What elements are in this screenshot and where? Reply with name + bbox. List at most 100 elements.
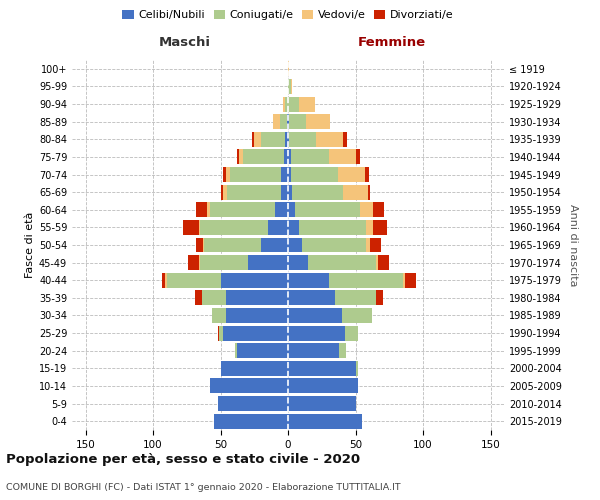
Bar [288, 343, 340, 358]
Bar [204, 238, 261, 252]
Bar [284, 150, 288, 164]
Bar [289, 114, 305, 129]
Bar [286, 96, 288, 112]
Bar [288, 184, 292, 200]
Bar [163, 273, 165, 287]
Bar [290, 79, 292, 94]
Bar [335, 290, 376, 306]
Bar [290, 150, 329, 164]
Bar [342, 308, 372, 323]
Text: COMUNE DI BORGHI (FC) - Dati ISTAT 1° gennaio 2020 - Elaborazione TUTTITALIA.IT: COMUNE DI BORGHI (FC) - Dati ISTAT 1° ge… [6, 482, 401, 492]
Bar [239, 150, 244, 164]
Bar [340, 343, 346, 358]
Bar [343, 184, 368, 200]
Bar [366, 238, 370, 252]
Bar [203, 238, 204, 252]
Bar [167, 273, 221, 287]
Bar [219, 326, 223, 340]
Bar [299, 96, 315, 112]
Bar [188, 255, 199, 270]
Bar [200, 255, 248, 270]
Bar [210, 378, 288, 394]
Bar [295, 202, 359, 218]
Bar [223, 184, 227, 200]
Bar [195, 290, 202, 306]
Bar [302, 238, 366, 252]
Bar [273, 114, 280, 129]
Bar [221, 361, 288, 376]
Bar [288, 132, 289, 147]
Bar [288, 378, 358, 394]
Bar [281, 167, 288, 182]
Bar [406, 273, 416, 287]
Bar [288, 238, 302, 252]
Bar [235, 343, 236, 358]
Bar [251, 132, 254, 147]
Bar [227, 184, 281, 200]
Bar [359, 202, 373, 218]
Bar [365, 167, 369, 182]
Bar [280, 114, 287, 129]
Bar [261, 132, 286, 147]
Bar [226, 308, 288, 323]
Bar [221, 273, 288, 287]
Text: Maschi: Maschi [158, 36, 211, 50]
Bar [368, 184, 370, 200]
Bar [299, 220, 366, 235]
Y-axis label: Anni di nascita: Anni di nascita [568, 204, 578, 286]
Bar [366, 220, 373, 235]
Bar [329, 150, 355, 164]
Bar [244, 150, 284, 164]
Bar [221, 184, 223, 200]
Bar [355, 361, 358, 376]
Bar [207, 202, 210, 218]
Bar [254, 132, 261, 147]
Bar [338, 167, 365, 182]
Bar [210, 202, 275, 218]
Bar [288, 396, 355, 411]
Bar [286, 132, 288, 147]
Bar [288, 255, 308, 270]
Bar [202, 290, 226, 306]
Bar [268, 220, 288, 235]
Bar [373, 202, 384, 218]
Bar [288, 79, 290, 94]
Bar [373, 220, 386, 235]
Bar [343, 132, 347, 147]
Bar [275, 202, 288, 218]
Bar [212, 308, 226, 323]
Bar [329, 273, 403, 287]
Bar [226, 167, 230, 182]
Bar [196, 238, 203, 252]
Text: Popolazione per età, sesso e stato civile - 2020: Popolazione per età, sesso e stato civil… [6, 452, 360, 466]
Bar [288, 326, 344, 340]
Bar [261, 238, 288, 252]
Bar [226, 290, 288, 306]
Bar [199, 255, 200, 270]
Bar [370, 238, 381, 252]
Bar [288, 414, 362, 428]
Bar [289, 132, 316, 147]
Bar [287, 114, 288, 129]
Bar [288, 150, 290, 164]
Bar [288, 290, 335, 306]
Bar [223, 326, 288, 340]
Bar [236, 150, 239, 164]
Bar [182, 220, 199, 235]
Bar [288, 167, 290, 182]
Bar [288, 361, 355, 376]
Bar [230, 167, 281, 182]
Legend: Celibi/Nubili, Coniugati/e, Vedovi/e, Divorziati/e: Celibi/Nubili, Coniugati/e, Vedovi/e, Di… [118, 6, 458, 25]
Bar [200, 220, 268, 235]
Bar [290, 167, 338, 182]
Bar [223, 167, 226, 182]
Bar [288, 220, 299, 235]
Bar [288, 202, 295, 218]
Bar [379, 255, 389, 270]
Bar [196, 202, 207, 218]
Bar [292, 184, 343, 200]
Bar [218, 396, 288, 411]
Bar [288, 308, 342, 323]
Bar [288, 114, 289, 129]
Bar [355, 150, 359, 164]
